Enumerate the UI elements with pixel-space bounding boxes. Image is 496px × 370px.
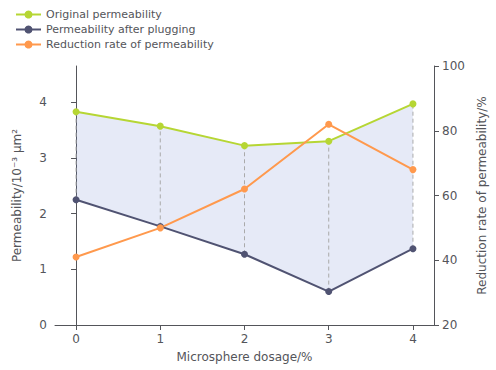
svg-text:4: 4: [409, 332, 417, 346]
svg-text:3: 3: [39, 151, 47, 165]
svg-text:60: 60: [442, 189, 457, 203]
svg-text:0: 0: [39, 318, 47, 332]
svg-text:1: 1: [39, 262, 47, 276]
svg-text:100: 100: [442, 59, 465, 73]
svg-text:3: 3: [325, 332, 333, 346]
svg-text:Reduction rate of permeability: Reduction rate of permeability/%: [475, 96, 489, 294]
svg-text:2: 2: [241, 332, 249, 346]
svg-text:1: 1: [156, 332, 164, 346]
svg-text:4: 4: [39, 95, 47, 109]
svg-text:Reduction rate of permeability: Reduction rate of permeability: [46, 38, 214, 51]
svg-text:80: 80: [442, 124, 457, 138]
svg-text:Microsphere dosage/%: Microsphere dosage/%: [176, 350, 312, 364]
svg-text:0: 0: [72, 332, 80, 346]
svg-text:Permeability/10⁻³ μm²: Permeability/10⁻³ μm²: [10, 129, 24, 262]
svg-text:40: 40: [442, 253, 457, 267]
svg-text:Permeability after plugging: Permeability after plugging: [46, 23, 196, 36]
svg-text:2: 2: [39, 207, 47, 221]
svg-text:20: 20: [442, 318, 457, 332]
svg-text:Original permeability: Original permeability: [46, 8, 162, 21]
